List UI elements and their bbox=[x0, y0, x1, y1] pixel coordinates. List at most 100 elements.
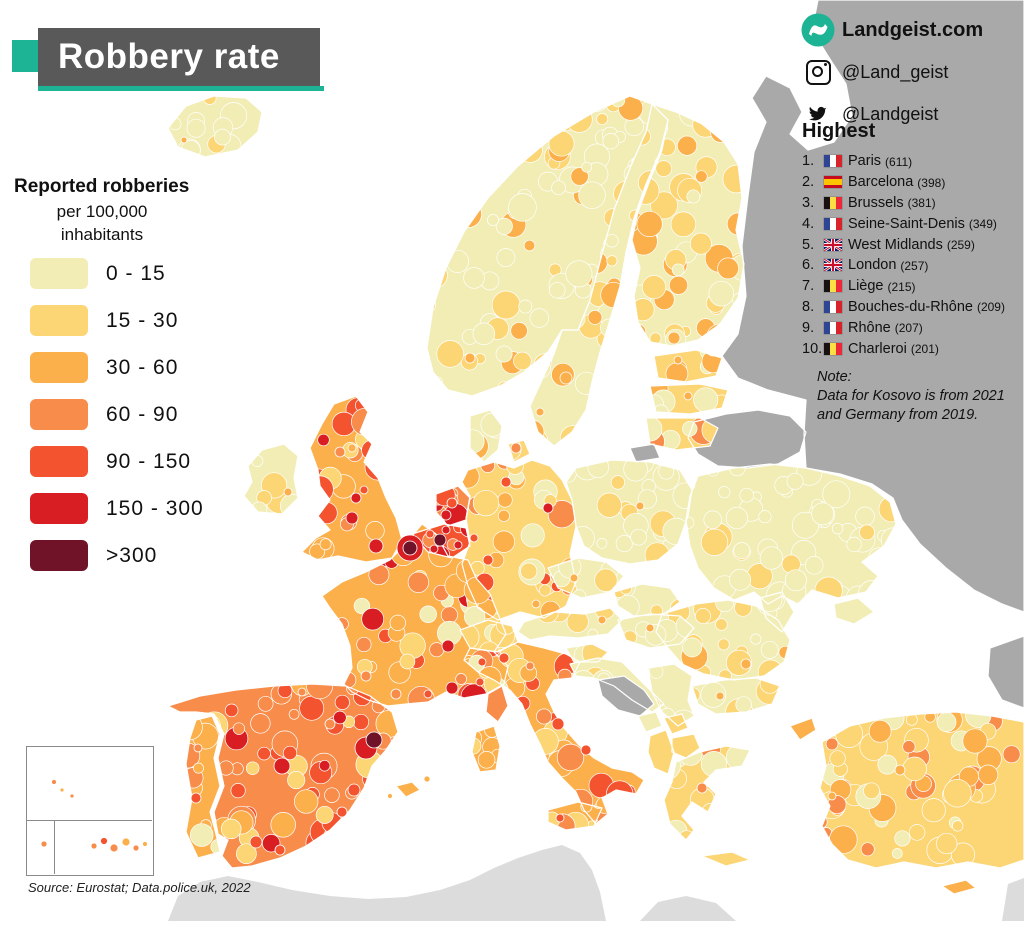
region-hotspot bbox=[109, 843, 119, 853]
region-hotspot bbox=[569, 573, 579, 583]
region-hotspot bbox=[100, 837, 108, 845]
gb-flag-icon bbox=[823, 258, 843, 273]
region-hotspot bbox=[441, 525, 451, 535]
region-hotspot bbox=[283, 487, 293, 497]
highest-item: 2. Barcelona (398) bbox=[802, 172, 1020, 193]
region-hotspot bbox=[387, 793, 393, 799]
landgeist-logo-icon bbox=[800, 12, 836, 48]
accent-underline bbox=[38, 86, 324, 91]
region-hotspot bbox=[535, 407, 545, 417]
region-hotspot bbox=[334, 446, 346, 458]
highest-item: 5. West Midlands (259) bbox=[802, 234, 1020, 255]
item-rank: 3. bbox=[802, 194, 815, 211]
highest-item: 3. Brussels (381) bbox=[802, 193, 1020, 214]
region-hotspot bbox=[132, 844, 140, 852]
region-hotspot bbox=[464, 352, 476, 364]
item-rank: 9. bbox=[802, 319, 815, 336]
region-hotspot bbox=[433, 533, 447, 547]
fr-flag-icon bbox=[824, 155, 842, 168]
fr-flag-icon bbox=[824, 217, 842, 230]
region-corsica bbox=[486, 686, 508, 722]
page-title: Robbery rate bbox=[58, 37, 280, 76]
legend-label: 60 - 90 bbox=[106, 402, 179, 426]
legend-swatch bbox=[30, 399, 88, 430]
islands-inset-box bbox=[26, 746, 154, 876]
item-value: (611) bbox=[885, 154, 913, 169]
region-hotspot bbox=[673, 355, 683, 365]
item-value: (349) bbox=[968, 217, 997, 232]
region-hotspot bbox=[324, 718, 336, 730]
fr-flag-icon bbox=[824, 300, 842, 313]
item-name: Brussels bbox=[848, 194, 904, 211]
region-hotspot bbox=[667, 331, 681, 345]
legend-swatch bbox=[30, 258, 88, 289]
legend-subheading: inhabitants bbox=[60, 225, 144, 244]
legend: Reported robberies per 100,000 inhabitan… bbox=[12, 176, 222, 587]
highest-item: 9. Rhône (207) bbox=[802, 317, 1020, 338]
region-hotspot bbox=[423, 689, 433, 699]
region-hotspot bbox=[498, 652, 510, 664]
legend-swatch bbox=[30, 305, 88, 336]
highest-item: 10. Charleroi (201) bbox=[802, 338, 1020, 359]
be-flag-icon bbox=[824, 196, 842, 209]
region-hotspot bbox=[559, 371, 573, 385]
item-value: (381) bbox=[907, 196, 936, 211]
region-caucasus bbox=[988, 636, 1024, 708]
region-hotspot bbox=[425, 529, 435, 539]
legend-heading: Reported robberies bbox=[14, 176, 190, 197]
region-hotspot bbox=[69, 793, 75, 799]
region-hotspot bbox=[645, 623, 655, 633]
region-hotspot bbox=[482, 554, 494, 566]
source-text: Source: Eurostat; Data.police.uk, 2022 bbox=[28, 880, 251, 895]
region-albania bbox=[648, 730, 674, 774]
map-texture bbox=[472, 726, 500, 769]
be-flag-icon bbox=[824, 280, 842, 293]
highest-item: 1. Paris (611) bbox=[802, 151, 1020, 172]
item-rank: 5. bbox=[802, 236, 815, 253]
legend-label: >300 bbox=[106, 543, 158, 567]
region-russia bbox=[722, 0, 1024, 612]
region-hotspot bbox=[525, 661, 535, 671]
region-hotspot bbox=[477, 657, 487, 667]
item-name: Bouches-du-Rhône bbox=[848, 298, 973, 315]
region-hotspot bbox=[827, 791, 837, 801]
region-hotspot bbox=[402, 540, 418, 556]
region-sweden bbox=[530, 104, 668, 446]
item-rank: 1. bbox=[802, 153, 815, 170]
legend-swatch bbox=[30, 540, 88, 571]
region-hotspot bbox=[51, 779, 57, 785]
region-hotspot bbox=[825, 737, 839, 751]
region-hotspot bbox=[345, 511, 359, 525]
title-banner: Robbery rate bbox=[38, 28, 320, 86]
region-hotspot bbox=[441, 639, 455, 653]
inset-divider bbox=[26, 820, 152, 821]
region-balearic bbox=[396, 782, 420, 797]
legend-row: 90 - 150 bbox=[12, 446, 222, 477]
item-rank: 4. bbox=[802, 215, 815, 232]
region-hotspot bbox=[274, 844, 286, 856]
region-hotspot bbox=[249, 835, 263, 849]
highest-item: 6. London (257) bbox=[802, 255, 1020, 276]
region-hotspot bbox=[142, 841, 148, 847]
legend-swatch bbox=[30, 493, 88, 524]
fr-flag-icon bbox=[824, 321, 842, 334]
item-name: Seine-Saint-Denis bbox=[848, 215, 965, 232]
region-hotspot bbox=[429, 544, 439, 554]
region-hotspot bbox=[350, 492, 362, 504]
city-hotspots bbox=[40, 136, 906, 856]
region-hotspot bbox=[531, 599, 541, 609]
legend-label: 150 - 300 bbox=[106, 496, 204, 520]
note-line: Data for Kosovo is from 2021 bbox=[817, 388, 1005, 404]
legend-label: 0 - 15 bbox=[106, 261, 166, 285]
item-rank: 8. bbox=[802, 298, 815, 315]
legend-bins: 0 - 15 15 - 30 30 - 60 60 - 90 90 - 150 150 -… bbox=[12, 258, 222, 571]
region-hotspot bbox=[555, 813, 565, 823]
highest-list: 1. Paris (611) 2. Barcelona (398) 3. Brussels (3… bbox=[802, 151, 1020, 359]
region-hotspot bbox=[635, 501, 645, 511]
be-flag-icon bbox=[824, 342, 842, 355]
item-value: (257) bbox=[900, 258, 929, 273]
note-line: Note: bbox=[817, 369, 852, 385]
item-rank: 6. bbox=[802, 257, 815, 274]
region-belarus bbox=[688, 410, 806, 468]
region-hotspot bbox=[475, 677, 485, 687]
